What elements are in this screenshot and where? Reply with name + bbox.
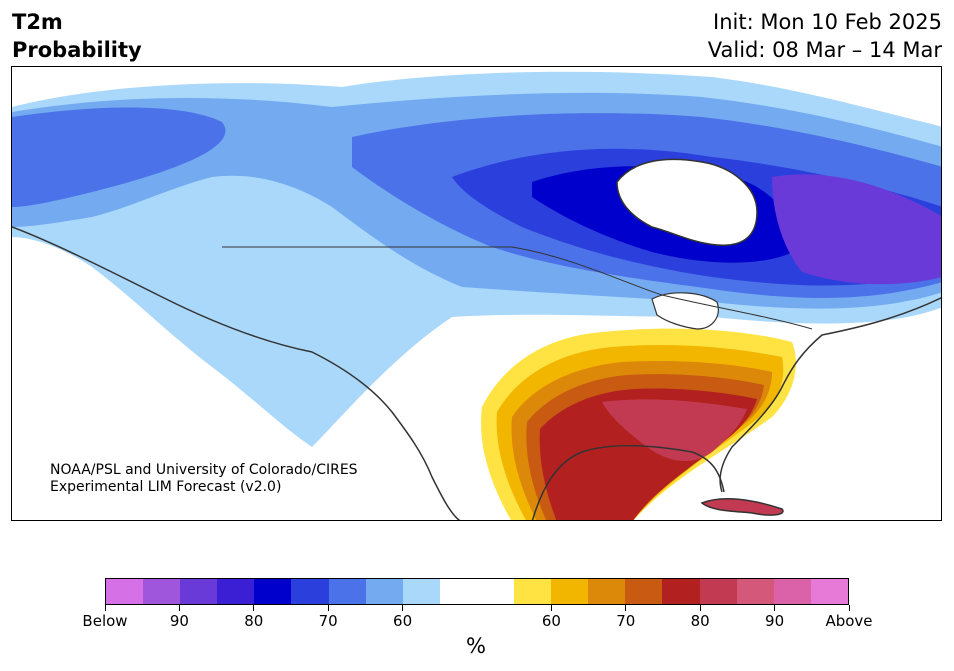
colorbar-tick (550, 605, 552, 611)
colorbar-tick (699, 605, 701, 611)
credit-line-2: Experimental LIM Forecast (v2.0) (50, 479, 282, 495)
colorbar-swatch (439, 579, 477, 604)
colorbar-label: 80 (244, 612, 264, 630)
colorbar-tick (178, 605, 180, 611)
colorbar-swatch (551, 579, 589, 604)
colorbar-tick (774, 605, 776, 611)
colorbar-label: 80 (690, 612, 710, 630)
atlantic-coast (719, 297, 941, 493)
colorbar-swatch (773, 579, 811, 604)
colorbar-tick (327, 605, 329, 611)
colorbar-tick (625, 605, 627, 611)
colorbar-swatch (810, 579, 848, 604)
colorbar-swatch (476, 579, 515, 604)
colorbar-swatch (736, 579, 774, 604)
colorbar-label: 70 (318, 612, 338, 630)
forecast-map: NOAA/PSL and University of Colorado/CIRE… (11, 66, 942, 521)
colorbar-swatch (662, 579, 700, 604)
valid-date: Valid: 08 Mar – 14 Mar (707, 38, 942, 62)
colorbar-tick (402, 605, 404, 611)
colorbar-tick (253, 605, 255, 611)
init-date: Init: Mon 10 Feb 2025 (713, 10, 942, 34)
colorbar-label: 90 (169, 612, 189, 630)
colorbar-swatch (328, 579, 366, 604)
colorbar-tick (104, 605, 106, 611)
map-title: T2m Probability (12, 8, 142, 64)
colorbar-swatch (254, 579, 292, 604)
colorbar-labels: Below 90 80 70 60 60 70 80 90 Above (82, 612, 872, 632)
colorbar-swatch (217, 579, 255, 604)
credit-line-1: NOAA/PSL and University of Colorado/CIRE… (50, 462, 358, 478)
colorbar (105, 578, 849, 605)
colorbar-label: Below (82, 612, 128, 630)
map-credit: NOAA/PSL and University of Colorado/CIRE… (50, 462, 358, 496)
colorbar-swatch (588, 579, 626, 604)
region-warm-85 (602, 399, 747, 462)
title-line-2: Probability (12, 38, 142, 62)
colorbar-tick (848, 605, 850, 611)
us-canada-border (222, 246, 813, 330)
probability-map (12, 71, 941, 520)
colorbar-label: 60 (393, 612, 413, 630)
colorbar-label: 90 (765, 612, 785, 630)
forecast-dates: Init: Mon 10 Feb 2025 Valid: 08 Mar – 14… (708, 8, 942, 64)
region-cold-85 (772, 174, 941, 285)
great-lakes (651, 292, 719, 330)
colorbar-swatch (402, 579, 440, 604)
cuba (700, 498, 784, 516)
colorbar-swatch (180, 579, 218, 604)
colorbar-swatch (291, 579, 329, 604)
colorbar-label: Above (825, 612, 873, 630)
colorbar-swatch (365, 579, 403, 604)
colorbar-unit: % (466, 634, 486, 658)
pacific-coast (12, 226, 461, 520)
colorbar-label: 70 (616, 612, 636, 630)
hudson-bay (616, 158, 758, 246)
colorbar-swatch (625, 579, 663, 604)
colorbar-label: 60 (541, 612, 561, 630)
title-line-1: T2m (12, 10, 63, 34)
colorbar-swatch (699, 579, 737, 604)
colorbar-ticks (104, 605, 850, 611)
colorbar-swatch (143, 579, 181, 604)
colorbar-swatch (106, 579, 144, 604)
gulf-coast (531, 444, 725, 520)
colorbar-swatch (514, 579, 552, 604)
